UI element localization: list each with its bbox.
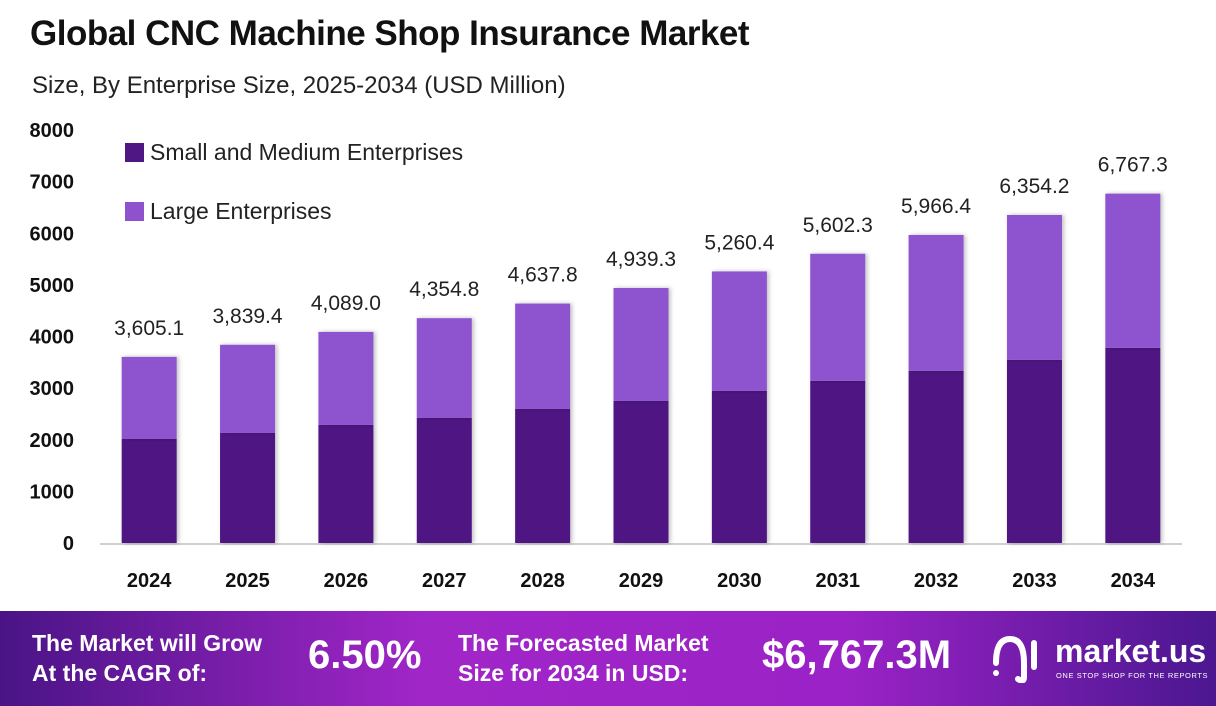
legend-label-1: Large Enterprises [150,198,332,224]
x-tick-label: 2034 [1111,570,1156,592]
forecast-label: The Forecasted Market Size for 2034 in US… [458,628,709,688]
total-label-2031: 5,602.3 [803,214,873,237]
cagr-value: 6.50% [308,633,422,677]
bar-sme-2028 [515,408,571,543]
x-tick-label: 2033 [1012,570,1057,592]
footer-banner: The Market will Grow At the CAGR of: 6.50… [0,611,1216,706]
legend-label-0: Small and Medium Enterprises [150,139,463,165]
x-tick-label: 2030 [717,570,762,592]
y-tick-label: 3000 [30,378,75,400]
x-tick-label: 2032 [914,570,959,592]
bar-large-2025 [220,344,276,433]
bar-large-2032 [908,234,964,371]
bar-large-2031 [810,253,866,381]
cagr-label: The Market will Grow At the CAGR of: [32,628,262,688]
chart-title: Global CNC Machine Shop Insurance Market [30,14,750,53]
x-tick-label: 2026 [324,570,369,592]
brand-name: market.us [1055,633,1207,669]
x-tick-label: 2028 [520,570,565,592]
chart-subtitle: Size, By Enterprise Size, 2025-2034 (USD… [32,72,566,99]
x-tick-label: 2024 [127,570,172,592]
stacked-bar-chart: 0 1000 2000 3000 4000 5000 6000 7000 8000 3,605.1… [30,120,1182,592]
y-tick-label: 1000 [30,481,75,503]
total-label-2024: 3,605.1 [114,317,184,340]
forecast-label-line1: The Forecasted Market [458,630,709,656]
bar-sme-2032 [908,370,964,543]
y-tick-label: 6000 [30,223,75,245]
bar-large-2026 [318,331,374,425]
bar-sme-2031 [810,380,866,543]
bar-large-2027 [416,318,472,418]
x-tick-label: 2031 [815,570,860,592]
y-tick-label: 0 [63,533,74,555]
y-tick-label: 7000 [30,172,75,194]
bar-sme-2024 [121,438,177,543]
cagr-label-line2: At the CAGR of: [32,660,208,686]
bar-large-2033 [1006,214,1062,360]
x-tick-label: 2025 [225,570,270,592]
total-label-2026: 4,089.0 [311,292,381,315]
bar-large-2028 [515,303,571,409]
x-tick-label: 2029 [619,570,664,592]
bar-sme-2033 [1006,359,1062,543]
x-tick-label: 2027 [422,570,467,592]
bar-large-2030 [711,271,767,391]
total-label-2029: 4,939.3 [606,248,676,271]
total-label-2028: 4,637.8 [508,264,578,287]
y-tick-label: 2000 [30,430,75,452]
bar-sme-2029 [613,400,669,543]
total-label-2025: 3,839.4 [213,305,283,328]
y-tick-label: 4000 [30,327,75,349]
bar-sme-2034 [1105,347,1161,543]
total-label-2030: 5,260.4 [704,231,774,254]
legend-swatch-0 [125,143,144,162]
y-tick-label: 5000 [30,275,75,297]
bar-sme-2027 [416,417,472,543]
bar-sme-2025 [220,432,276,543]
market-us-logo-icon [993,635,1037,683]
brand-tagline: ONE STOP SHOP FOR THE REPORTS [1056,671,1209,680]
cagr-label-line1: The Market will Grow [32,630,263,656]
forecast-label-line2: Size for 2034 in USD: [458,660,689,686]
legend-swatch-1 [125,202,144,221]
bar-large-2034 [1105,193,1161,348]
total-label-2033: 6,354.2 [999,175,1069,198]
bar-large-2024 [121,356,177,439]
total-label-2032: 5,966.4 [901,195,971,218]
total-label-2034: 6,767.3 [1098,154,1168,177]
bar-sme-2030 [711,390,767,543]
forecast-value: $6,767.3M [762,633,952,677]
bar-sme-2026 [318,424,374,543]
bar-large-2029 [613,288,669,401]
y-tick-label: 8000 [30,120,75,142]
total-label-2027: 4,354.8 [409,278,479,301]
